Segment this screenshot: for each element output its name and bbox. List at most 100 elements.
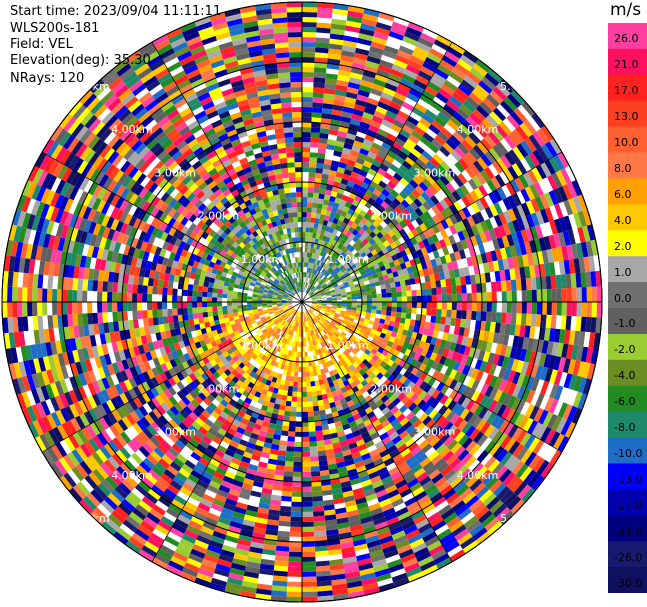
range-gate [279,261,284,268]
range-gate [268,289,274,293]
range-gate [496,432,508,446]
range-gate [346,309,352,313]
range-gate [151,465,164,477]
range-gate [201,558,217,569]
range-gate [267,298,273,301]
range-gate [134,408,145,420]
range-gate [157,255,165,265]
range-gate [97,225,106,238]
range-gate [262,307,268,311]
range-gate [365,355,372,363]
range-gate [91,210,101,224]
range-gate [462,540,479,554]
range-gate [463,515,479,529]
range-gate [61,422,73,437]
range-gate [245,332,252,338]
range-gate [164,345,172,354]
range-gate [263,384,270,391]
range-gate [177,282,184,290]
range-gate [387,402,396,411]
range-gate [52,275,59,290]
range-gate [381,406,391,416]
range-gate [287,297,293,300]
range-gate [255,234,262,242]
range-gate [342,556,358,564]
range-gate [198,26,214,36]
range-gate [97,404,108,417]
range-gate [165,265,172,274]
range-gate [221,387,230,396]
range-gate [415,551,432,563]
range-gate [146,138,159,150]
range-gate [487,521,503,536]
range-gate [230,516,244,525]
range-gate [50,249,58,263]
range-gate [365,327,372,333]
range-gate [281,495,292,502]
range-gate [176,204,186,214]
range-gate [367,427,377,436]
range-gate [275,313,281,317]
range-gate [271,489,283,496]
range-gate [459,536,476,550]
range-gate [282,295,288,299]
range-gate [436,382,445,392]
range-gate [353,492,366,500]
range-gate [212,21,229,31]
range-gate [243,218,251,226]
range-gate [222,188,232,197]
range-gate [475,531,491,545]
range-gate [268,328,274,334]
range-gate [238,241,246,249]
range-gate [493,365,502,378]
range-gate [137,276,144,286]
range-gate [309,350,314,357]
range-gate [50,125,64,142]
range-gate [262,544,277,551]
range-gate [235,94,248,103]
range-gate [299,341,302,347]
range-gate [235,372,243,380]
range-gate [138,111,151,124]
range-gate [293,283,297,289]
range-gate [312,340,316,346]
range-gate [327,365,333,372]
range-gate [313,323,317,329]
range-gate [360,337,367,343]
range-gate [216,228,224,236]
range-gate [70,362,79,377]
range-gate [137,293,143,302]
range-gate [264,437,273,444]
range-gate [39,154,51,171]
range-gate [287,269,292,275]
range-gate [22,272,29,288]
range-gate [171,335,179,344]
range-gate [285,349,290,356]
range-gate [217,212,225,221]
range-gate [341,308,347,312]
range-gate [258,232,265,240]
range-gate [421,443,433,454]
range-gate [184,459,196,470]
range-gate [319,331,324,337]
range-gate [338,382,346,389]
range-gate [202,286,209,293]
range-gate [67,350,75,365]
range-gate [269,342,275,349]
range-gate [247,133,258,141]
range-gate [287,248,292,254]
range-gate [229,172,239,181]
range-gate [195,404,205,414]
range-gate [263,330,269,336]
range-gate [395,332,402,340]
range-gate [343,356,350,363]
range-gate [277,323,282,328]
range-gate [251,258,258,265]
range-gate [141,212,151,223]
range-gate [420,348,428,357]
range-gate [63,264,70,278]
range-gate [413,396,423,406]
range-gate [205,45,221,55]
range-gate [280,363,286,370]
range-gate [247,463,258,471]
